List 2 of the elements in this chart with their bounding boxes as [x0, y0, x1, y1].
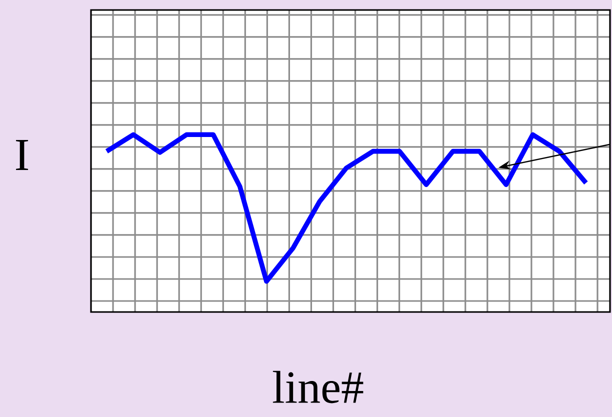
- y-axis-title: I: [16, 140, 28, 170]
- x-axis-title: line#: [272, 370, 364, 404]
